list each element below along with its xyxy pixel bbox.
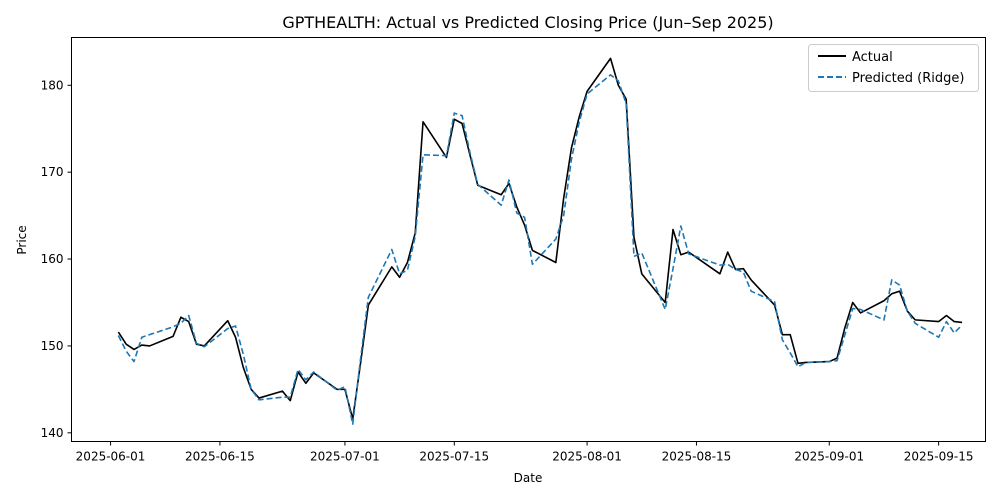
y-axis: 140 150 160 170 180 — [41, 78, 72, 440]
x-tick-label: 2025-08-01 — [552, 450, 622, 464]
legend-box — [808, 44, 979, 92]
y-axis-label: Price — [15, 225, 29, 254]
y-tick-label: 170 — [41, 165, 64, 179]
x-tick-label: 2025-07-01 — [310, 450, 380, 464]
legend: Actual Predicted (Ridge) — [808, 44, 979, 92]
x-axis: 2025-06-01 2025-06-15 2025-07-01 2025-07-15… — [76, 441, 974, 464]
y-tick-label: 140 — [41, 426, 64, 440]
x-tick-label: 2025-08-15 — [662, 450, 732, 464]
x-tick-label: 2025-07-15 — [419, 450, 489, 464]
y-tick-label: 150 — [41, 339, 64, 353]
y-tick-label: 160 — [41, 252, 64, 266]
x-tick-label: 2025-09-15 — [904, 450, 974, 464]
legend-label-actual: Actual — [852, 50, 893, 65]
x-tick-label: 2025-06-01 — [76, 450, 146, 464]
series-line-predicted — [117, 74, 963, 425]
chart-title: GPTHEALTH: Actual vs Predicted Closing P… — [282, 13, 773, 32]
x-tick-label: 2025-06-15 — [185, 450, 255, 464]
y-tick-label: 180 — [41, 78, 64, 92]
x-axis-label: Date — [514, 471, 543, 485]
series-layer — [117, 57, 963, 425]
plot-frame — [71, 37, 986, 442]
legend-label-predicted: Predicted (Ridge) — [852, 71, 964, 86]
x-tick-label: 2025-09-01 — [794, 450, 864, 464]
